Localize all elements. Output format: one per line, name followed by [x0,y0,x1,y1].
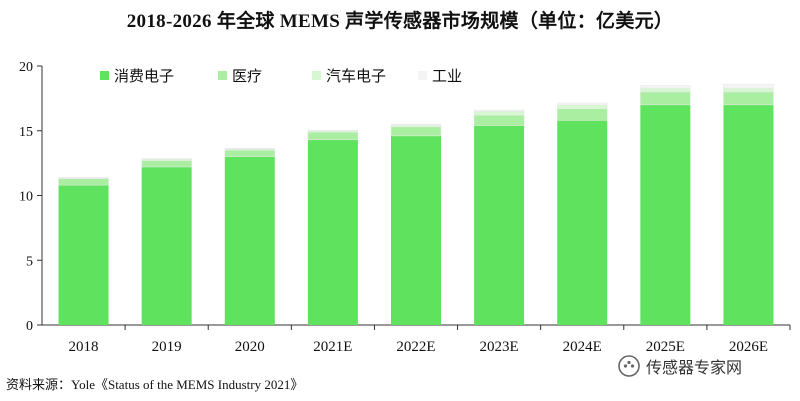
y-tick-label: 10 [19,190,33,205]
legend-swatch [100,71,109,80]
x-tick-label: 2023E [480,339,519,355]
bar-segment-2 [473,114,525,126]
bar-segment-2 [224,149,276,157]
bar-segment-1 [723,104,774,325]
bar-segment-3 [556,104,608,109]
bar-segment-1 [307,139,358,325]
legend-label: 汽车电子 [326,67,386,85]
legend-label: 医疗 [232,67,262,85]
watermark: 传感器专家网 [618,354,742,378]
bar-segment-4 [224,147,276,150]
x-tick-label: 2025E [646,339,685,355]
y-tick-label: 0 [26,319,33,334]
bar-segment-3 [473,111,525,116]
x-tick-label: 2018 [69,339,99,355]
legend-swatch [418,71,427,80]
bar-segment-4 [556,102,608,106]
watermark-text: 传感器专家网 [646,358,743,377]
y-tick-label: 5 [26,254,33,269]
bar-segment-2 [390,126,442,137]
wechat-logo-icon [618,355,640,377]
bar-segment-4 [307,129,359,131]
bar-segment-1 [58,185,109,325]
x-tick-label: 2020 [235,339,265,355]
bar-segment-3 [640,87,691,93]
bar-segment-1 [391,135,441,325]
chart-title: 2018-2026 年全球 MEMS 声学传感器市场规模（单位：亿美元） [126,11,674,32]
bar-segment-4 [58,177,109,179]
bar-segment-4 [141,158,192,160]
bar-segment-1 [141,167,192,325]
bar-segment-3 [390,124,442,128]
bar-segment-2 [141,160,192,168]
bar-segment-2 [556,108,608,121]
bar-segment-4 [473,109,525,112]
bar-segment-2 [58,178,109,186]
x-tick-label: 2024E [563,339,602,355]
bar-segment-4 [640,85,691,89]
legend-swatch [218,71,227,80]
bar-segment-2 [307,131,359,141]
x-tick-label: 2021E [313,339,352,355]
legend-label: 工业 [432,67,462,85]
bar-segment-4 [390,124,442,126]
legend-swatch [312,71,321,80]
x-tick-label: 2019 [152,339,182,355]
bar-segment-1 [640,104,691,325]
bar-segment-3 [723,87,774,93]
bar-segment-2 [723,91,774,106]
source-note: 资料来源：Yole《Status of the MEMS Industry 20… [6,377,304,392]
bar-segment-1 [224,156,275,325]
bar-segment-4 [723,83,774,89]
x-tick-label: 2022E [396,339,435,355]
bar-segment-1 [557,120,608,325]
bar-segment-2 [640,91,691,106]
x-tick-label: 2026E [729,339,768,355]
legend-label: 消费电子 [114,67,174,85]
y-tick-label: 15 [19,125,33,140]
bar-segment-1 [474,125,525,325]
y-tick-label: 20 [19,60,33,75]
